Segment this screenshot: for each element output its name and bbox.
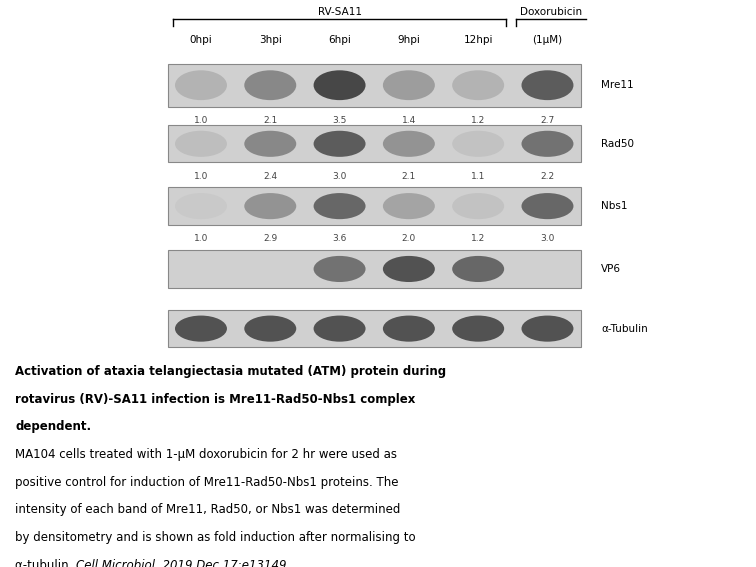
Text: 2.0: 2.0 xyxy=(401,234,416,243)
Ellipse shape xyxy=(522,131,574,157)
Text: VP6: VP6 xyxy=(601,264,621,274)
Text: 12hpi: 12hpi xyxy=(463,35,493,45)
Text: Activation of ataxia telangiectasia mutated (ATM) protein during: Activation of ataxia telangiectasia muta… xyxy=(15,365,446,378)
Text: 1.0: 1.0 xyxy=(194,172,208,181)
Text: 2.9: 2.9 xyxy=(263,234,277,243)
Ellipse shape xyxy=(522,193,574,219)
Ellipse shape xyxy=(383,70,435,100)
Text: Cell Microbiol. 2019 Dec 17:e13149.: Cell Microbiol. 2019 Dec 17:e13149. xyxy=(76,558,290,567)
Ellipse shape xyxy=(383,256,435,282)
Text: 1.0: 1.0 xyxy=(194,116,208,125)
Ellipse shape xyxy=(452,131,504,157)
Ellipse shape xyxy=(452,316,504,342)
Ellipse shape xyxy=(383,316,435,342)
Ellipse shape xyxy=(383,193,435,219)
Bar xyxy=(168,250,581,287)
Ellipse shape xyxy=(383,131,435,157)
Text: Doxorubicin: Doxorubicin xyxy=(520,6,582,16)
Text: dependent.: dependent. xyxy=(15,420,91,433)
Text: 2.4: 2.4 xyxy=(263,172,277,181)
Text: (1μM): (1μM) xyxy=(532,35,562,45)
Text: 3.6: 3.6 xyxy=(333,234,347,243)
Text: Rad50: Rad50 xyxy=(601,139,634,149)
Text: Nbs1: Nbs1 xyxy=(601,201,627,211)
Ellipse shape xyxy=(175,70,227,100)
Bar xyxy=(168,125,581,162)
Text: RV-SA11: RV-SA11 xyxy=(318,6,361,16)
Text: 2.1: 2.1 xyxy=(401,172,416,181)
Text: 0hpi: 0hpi xyxy=(190,35,212,45)
Ellipse shape xyxy=(175,193,227,219)
Ellipse shape xyxy=(244,193,296,219)
Text: 1.4: 1.4 xyxy=(401,116,416,125)
Ellipse shape xyxy=(314,316,366,342)
Bar xyxy=(168,188,581,225)
Text: α-Tubulin: α-Tubulin xyxy=(601,324,648,333)
Text: Mre11: Mre11 xyxy=(601,80,634,90)
Ellipse shape xyxy=(244,316,296,342)
Bar xyxy=(168,64,581,107)
Ellipse shape xyxy=(522,70,574,100)
Text: 3.0: 3.0 xyxy=(541,234,555,243)
Ellipse shape xyxy=(314,70,366,100)
Text: α-tubulin.: α-tubulin. xyxy=(15,558,76,567)
Ellipse shape xyxy=(314,256,366,282)
Ellipse shape xyxy=(452,193,504,219)
Ellipse shape xyxy=(452,256,504,282)
Ellipse shape xyxy=(244,131,296,157)
Text: 1.2: 1.2 xyxy=(471,234,485,243)
Text: 3hpi: 3hpi xyxy=(259,35,282,45)
Ellipse shape xyxy=(522,316,574,342)
Text: 2.1: 2.1 xyxy=(263,116,277,125)
Text: 1.2: 1.2 xyxy=(471,116,485,125)
Text: by densitometry and is shown as fold induction after normalising to: by densitometry and is shown as fold ind… xyxy=(15,531,416,544)
Text: MA104 cells treated with 1-μM doxorubicin for 2 hr were used as: MA104 cells treated with 1-μM doxorubici… xyxy=(15,448,397,461)
Ellipse shape xyxy=(175,316,227,342)
Ellipse shape xyxy=(314,193,366,219)
Ellipse shape xyxy=(314,131,366,157)
Text: 2.7: 2.7 xyxy=(541,116,555,125)
Text: 3.0: 3.0 xyxy=(333,172,347,181)
Ellipse shape xyxy=(175,131,227,157)
Text: positive control for induction of Mre11-Rad50-Nbs1 proteins. The: positive control for induction of Mre11-… xyxy=(15,476,398,489)
Text: 2.2: 2.2 xyxy=(541,172,555,181)
Text: 1.1: 1.1 xyxy=(471,172,485,181)
Text: 6hpi: 6hpi xyxy=(328,35,351,45)
Text: 9hpi: 9hpi xyxy=(398,35,420,45)
Text: 3.5: 3.5 xyxy=(333,116,347,125)
Bar xyxy=(168,310,581,347)
Text: intensity of each band of Mre11, Rad50, or Nbs1 was determined: intensity of each band of Mre11, Rad50, … xyxy=(15,503,401,517)
Ellipse shape xyxy=(452,70,504,100)
Ellipse shape xyxy=(244,70,296,100)
Text: 1.0: 1.0 xyxy=(194,234,208,243)
Text: rotavirus (RV)-SA11 infection is Mre11-Rad50-Nbs1 complex: rotavirus (RV)-SA11 infection is Mre11-R… xyxy=(15,392,416,405)
